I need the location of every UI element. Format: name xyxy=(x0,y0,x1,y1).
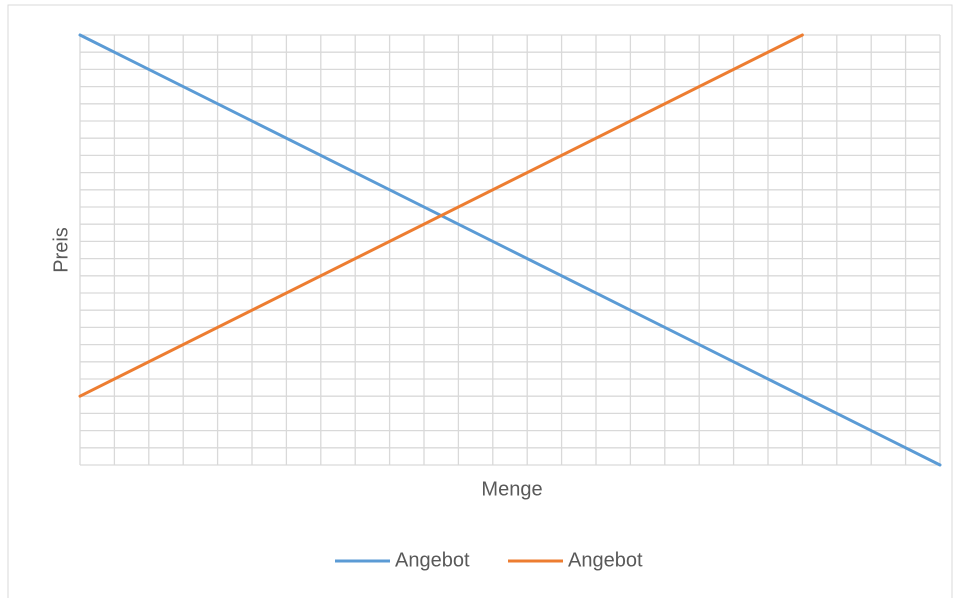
legend-label: Angebot xyxy=(395,549,470,571)
x-axis-label: Menge xyxy=(481,478,542,500)
y-axis-label: Preis xyxy=(50,227,72,273)
plot xyxy=(78,33,942,467)
line-series xyxy=(78,33,942,467)
legend-label: Angebot xyxy=(568,549,643,571)
grid xyxy=(79,34,941,466)
line-series xyxy=(78,33,804,398)
chart-frame xyxy=(7,4,953,598)
legend: Angebot Angebot xyxy=(335,549,643,571)
